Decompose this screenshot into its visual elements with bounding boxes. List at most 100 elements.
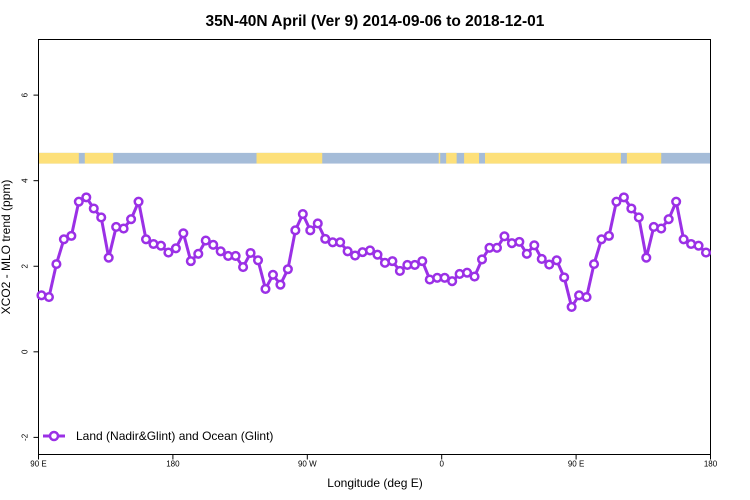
x-tick-label: 0 bbox=[439, 460, 444, 469]
x-tick-label: 90 E bbox=[568, 460, 584, 469]
y-axis-ticks: -2 0 2 4 6 bbox=[21, 92, 39, 441]
data-point bbox=[656, 223, 667, 234]
data-point bbox=[252, 255, 264, 266]
data-point bbox=[641, 252, 652, 263]
data-point bbox=[581, 292, 592, 303]
data-point bbox=[155, 240, 167, 251]
data-point bbox=[245, 247, 256, 259]
data-point bbox=[305, 225, 316, 236]
data-point bbox=[200, 235, 211, 246]
data-point bbox=[678, 234, 689, 245]
data-point bbox=[663, 214, 674, 225]
data-point bbox=[529, 240, 540, 251]
data-point bbox=[282, 264, 293, 275]
data-point bbox=[551, 255, 562, 266]
data-point bbox=[499, 231, 510, 242]
data-point bbox=[96, 212, 107, 223]
data-point bbox=[447, 276, 458, 287]
data-point bbox=[51, 259, 62, 270]
data-point bbox=[73, 196, 84, 207]
data-point bbox=[126, 214, 137, 225]
data-point bbox=[215, 246, 226, 257]
land-segment bbox=[464, 152, 480, 164]
data-point bbox=[163, 247, 174, 258]
data-point bbox=[633, 212, 644, 223]
data-point bbox=[588, 259, 600, 270]
x-tick-label: 180 bbox=[704, 460, 718, 469]
data-point bbox=[372, 249, 383, 260]
data-point bbox=[140, 234, 152, 245]
y-tick-label: 6 bbox=[21, 92, 30, 97]
land-segment bbox=[485, 152, 621, 164]
data-point bbox=[626, 203, 637, 214]
legend-entry-label: Land (Nadir&Glint) and Ocean (Glint) bbox=[76, 429, 273, 443]
land-segment bbox=[38, 152, 79, 164]
y-tick-label: 0 bbox=[21, 349, 30, 354]
x-axis-label: Longitude (deg E) bbox=[327, 476, 422, 490]
data-point bbox=[700, 247, 712, 258]
data-point bbox=[103, 252, 114, 263]
land-segment bbox=[446, 152, 457, 164]
data-point bbox=[417, 256, 428, 267]
data-point bbox=[260, 283, 271, 294]
data-point bbox=[81, 192, 92, 203]
data-point bbox=[491, 242, 503, 253]
data-point bbox=[66, 230, 77, 241]
data-point bbox=[387, 256, 398, 267]
data-point bbox=[335, 237, 346, 248]
y-tick-label: 4 bbox=[21, 178, 30, 183]
data-point bbox=[133, 196, 144, 207]
chart-title: 35N-40N April (Ver 9) 2014-09-06 to 2018… bbox=[206, 13, 545, 30]
x-axis-ticks: 90 E 180 90 W 0 90 E 180 bbox=[30, 454, 718, 469]
data-point bbox=[611, 196, 622, 207]
land-segment bbox=[256, 152, 323, 164]
data-point bbox=[521, 248, 532, 259]
data-point bbox=[208, 239, 219, 250]
data-point bbox=[618, 192, 629, 203]
data-point bbox=[409, 259, 420, 271]
data-point bbox=[394, 265, 405, 277]
data-point bbox=[88, 203, 99, 214]
x-tick-label: 90 E bbox=[30, 460, 46, 469]
data-point bbox=[312, 218, 323, 229]
data-point bbox=[566, 301, 577, 312]
data-point bbox=[275, 279, 286, 290]
data-point bbox=[476, 254, 488, 265]
data-point bbox=[43, 292, 55, 303]
data-point bbox=[671, 196, 682, 207]
data-point bbox=[170, 243, 181, 254]
legend-marker bbox=[48, 430, 60, 442]
data-point bbox=[290, 225, 301, 236]
y-tick-label: -2 bbox=[21, 433, 30, 441]
data-point bbox=[342, 246, 353, 257]
data-point bbox=[469, 271, 480, 282]
y-axis-label: XCO2 - MLO trend (ppm) bbox=[0, 180, 13, 315]
land-segment bbox=[438, 152, 441, 164]
data-point bbox=[364, 245, 376, 256]
data-point bbox=[514, 236, 525, 247]
data-point bbox=[238, 262, 249, 273]
data-point bbox=[693, 240, 704, 251]
data-point bbox=[230, 250, 241, 262]
data-point bbox=[559, 272, 570, 283]
land-segment bbox=[626, 152, 662, 164]
x-tick-label: 180 bbox=[166, 460, 180, 469]
land-segment bbox=[84, 152, 114, 164]
data-point bbox=[297, 209, 308, 220]
data-point bbox=[462, 267, 473, 278]
data-point bbox=[536, 253, 547, 265]
data-point bbox=[193, 248, 204, 259]
x-tick-label: 90 W bbox=[298, 460, 317, 469]
data-point bbox=[185, 256, 196, 267]
land-ocean-band bbox=[38, 152, 711, 164]
plot-frame bbox=[38, 39, 711, 455]
legend: Land (Nadir&Glint) and Ocean (Glint) bbox=[43, 429, 273, 443]
ocean-band bbox=[38, 152, 711, 164]
data-point bbox=[267, 269, 279, 280]
data-point bbox=[178, 228, 189, 239]
y-tick-label: 2 bbox=[21, 263, 30, 268]
data-point bbox=[118, 223, 129, 234]
data-point bbox=[544, 259, 555, 270]
series-group bbox=[36, 192, 712, 312]
